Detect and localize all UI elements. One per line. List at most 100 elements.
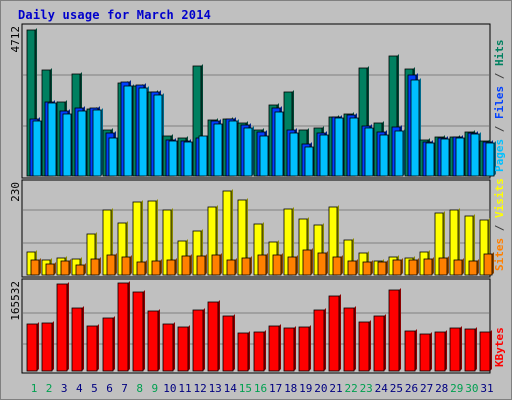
bar-pages-day-26 <box>410 79 420 177</box>
bar-kbytes-day-20 <box>313 309 325 372</box>
bar-side-kbytes-day-18 <box>294 326 296 371</box>
bar-pages-day-12 <box>198 135 208 177</box>
bar-kbytes-day-7 <box>117 282 129 372</box>
bar-pages-day-9 <box>153 94 163 177</box>
x-tick-label-day-27: 27 <box>420 382 433 395</box>
bar-side-sites-day-27 <box>432 257 434 275</box>
x-tick-label-day-1: 1 <box>31 382 38 395</box>
bar-pages-day-20 <box>319 134 329 177</box>
bar-kbytes-day-3 <box>56 283 68 372</box>
x-tick-label-day-26: 26 <box>405 382 418 395</box>
bar-kbytes-day-12 <box>192 309 204 372</box>
bar-side-sites-day-18 <box>296 255 298 275</box>
bar-pages-day-22 <box>349 117 359 177</box>
bar-sites-day-26 <box>408 259 418 276</box>
bar-side-visits-day-8 <box>141 200 143 275</box>
x-tick-label-day-21: 21 <box>329 382 342 395</box>
bar-pages-day-23 <box>364 127 374 177</box>
bar-side-kbytes-day-21 <box>339 294 341 371</box>
ylabel-part-hits-files-pages-4: Hits <box>493 40 506 67</box>
bar-kbytes-day-24 <box>373 315 385 372</box>
bar-side-pages-day-5 <box>101 108 103 176</box>
bar-side-kbytes-day-1 <box>37 322 39 371</box>
bar-side-sites-day-30 <box>477 259 479 275</box>
ymax-label-hits-files-pages: 4712 <box>9 26 22 53</box>
x-tick-label-day-22: 22 <box>344 382 357 395</box>
bar-side-kbytes-day-23 <box>369 320 371 371</box>
bar-side-sites-day-28 <box>447 256 449 275</box>
bar-sites-day-2 <box>45 263 55 276</box>
bar-kbytes-day-4 <box>71 307 83 372</box>
ylabel-part-hits-files-pages-0: Pages <box>493 139 506 172</box>
ylabel-part-hits-files-pages-1: / <box>493 119 506 139</box>
bar-kbytes-day-1 <box>26 323 38 372</box>
bar-sites-day-5 <box>90 258 100 276</box>
bar-pages-day-27 <box>425 142 435 177</box>
bar-kbytes-day-5 <box>86 325 98 372</box>
bar-pages-day-29 <box>455 137 465 177</box>
bar-kbytes-day-10 <box>162 323 174 372</box>
bar-side-kbytes-day-31 <box>490 330 492 371</box>
x-tick-label-day-14: 14 <box>224 382 238 395</box>
bar-pages-day-1 <box>32 120 42 177</box>
bar-side-kbytes-day-29 <box>460 326 462 371</box>
x-tick-label-day-3: 3 <box>61 382 68 395</box>
bar-sites-day-3 <box>60 260 70 276</box>
bar-side-kbytes-day-10 <box>173 322 175 371</box>
x-tick-label-day-10: 10 <box>163 382 176 395</box>
bar-side-kbytes-day-25 <box>399 288 401 371</box>
bar-side-kbytes-day-17 <box>279 324 281 371</box>
bar-sites-day-12 <box>196 255 206 276</box>
bar-sites-day-8 <box>136 261 146 276</box>
bar-sites-day-21 <box>332 256 342 276</box>
bar-sites-day-9 <box>151 260 161 276</box>
x-tick-label-day-23: 23 <box>360 382 373 395</box>
x-tick-label-day-4: 4 <box>76 382 83 395</box>
bar-kbytes-day-11 <box>177 326 189 372</box>
bar-side-sites-day-24 <box>386 260 388 275</box>
bar-pages-day-21 <box>334 117 344 177</box>
bar-side-kbytes-day-11 <box>188 325 190 371</box>
bar-kbytes-day-29 <box>449 327 461 372</box>
ylabel-part-kbytes-0: KBytes <box>493 327 506 367</box>
bar-kbytes-day-21 <box>328 295 340 372</box>
bar-kbytes-day-19 <box>298 326 310 372</box>
x-tick-label-day-11: 11 <box>178 382 191 395</box>
bar-side-sites-day-22 <box>356 259 358 275</box>
bar-side-sites-day-26 <box>417 258 419 275</box>
bar-kbytes-day-25 <box>388 289 400 372</box>
bar-sites-day-27 <box>423 258 433 276</box>
bar-sites-day-23 <box>362 261 372 276</box>
bar-kbytes-day-13 <box>207 301 219 372</box>
bar-sites-day-14 <box>226 259 236 276</box>
ylabel-part-visits-sites-2: Visits <box>493 178 506 218</box>
bar-pages-day-18 <box>289 132 299 177</box>
bar-pages-day-25 <box>394 130 404 177</box>
bar-side-kbytes-day-22 <box>354 306 356 371</box>
bar-side-sites-day-25 <box>401 258 403 275</box>
bar-kbytes-day-31 <box>479 331 491 372</box>
bar-side-sites-day-29 <box>462 258 464 275</box>
bar-side-sites-day-16 <box>266 253 268 275</box>
bar-side-kbytes-day-30 <box>475 327 477 371</box>
bar-sites-day-24 <box>377 261 387 276</box>
bar-sites-day-13 <box>211 254 221 276</box>
bar-pages-day-16 <box>259 135 269 177</box>
bar-side-kbytes-day-15 <box>248 331 250 371</box>
bar-side-sites-day-19 <box>311 248 313 275</box>
bar-kbytes-day-17 <box>268 325 280 372</box>
x-tick-label-day-15: 15 <box>239 382 252 395</box>
bar-kbytes-day-8 <box>132 291 144 372</box>
x-tick-label-day-25: 25 <box>390 382 403 395</box>
bar-kbytes-day-30 <box>464 328 476 372</box>
x-tick-label-day-6: 6 <box>106 382 113 395</box>
bar-sites-day-19 <box>302 249 312 276</box>
ylabel-part-visits-sites-1: / <box>493 218 506 238</box>
bar-side-kbytes-day-7 <box>128 281 130 371</box>
bar-side-pages-day-25 <box>403 129 405 176</box>
ylabel-visits-sites: Sites / Visits <box>493 178 506 271</box>
bar-kbytes-day-27 <box>419 333 431 372</box>
x-tick-label-day-20: 20 <box>314 382 327 395</box>
bar-sites-day-29 <box>453 259 463 276</box>
